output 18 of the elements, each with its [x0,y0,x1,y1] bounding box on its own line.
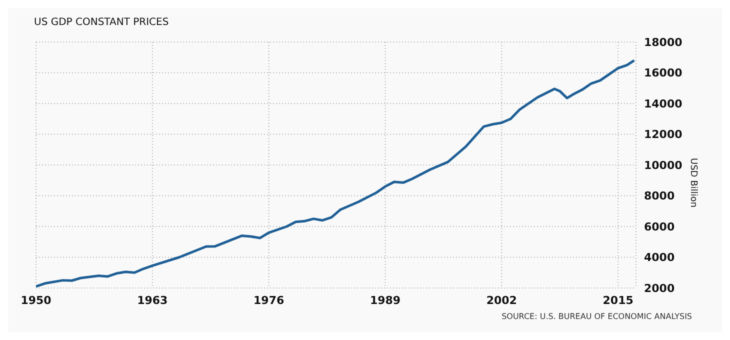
y-tick-label: 12000 [644,128,683,142]
y-tick-label: 18000 [644,36,683,49]
x-tick-label: 2015 [602,294,634,307]
x-tick-label: 2002 [486,294,517,307]
source-note: SOURCE: U.S. BUREAU OF ECONOMIC ANALYSIS [502,312,692,321]
y-tick-label: 10000 [644,158,683,172]
y-tick-label: 8000 [644,190,675,203]
x-tick-label: 1989 [370,294,401,307]
y-axis-title: USD Billion [688,158,698,208]
x-tick-label: 1976 [254,294,284,307]
x-tick-label: 1950 [20,294,52,307]
y-tick-label: 6000 [644,220,675,234]
y-tick-label: 4000 [644,251,675,264]
y-tick-label: 2000 [644,282,675,295]
chart-title: US GDP CONSTANT PRICES [34,17,169,28]
x-tick-label: 1963 [137,294,168,307]
y-tick-label: 14000 [644,97,683,110]
y-tick-label: 16000 [644,66,683,80]
